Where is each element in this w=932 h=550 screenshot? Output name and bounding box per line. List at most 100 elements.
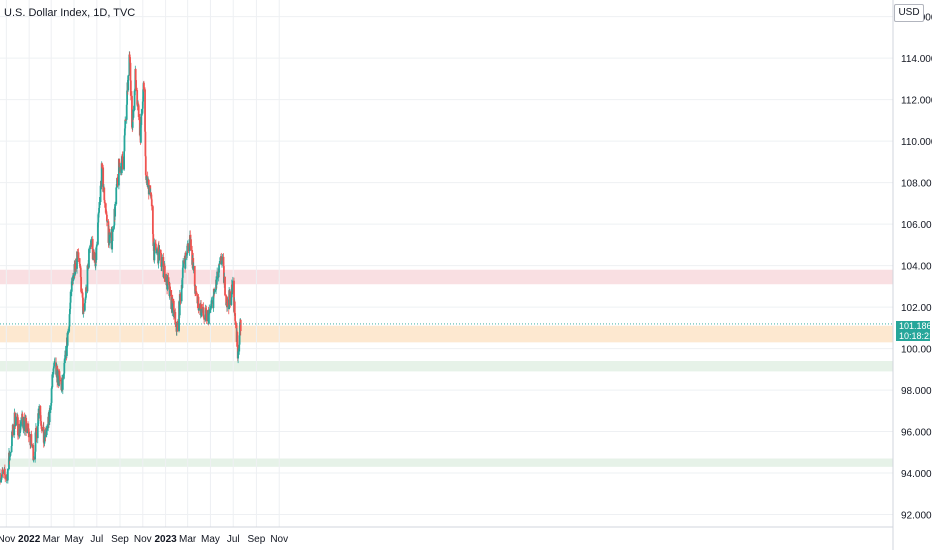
x-tick-label: 2023: [154, 534, 177, 545]
candle-body: [32, 445, 35, 461]
candle-body: [99, 185, 102, 203]
candle-body: [61, 378, 64, 390]
candle-body: [93, 251, 96, 259]
candle-body: [218, 264, 221, 266]
candle-body: [192, 265, 195, 269]
candle-body: [213, 291, 216, 293]
candle-body: [98, 202, 101, 208]
candle-body: [140, 124, 142, 143]
y-tick-label: 94.000: [901, 469, 932, 480]
candle-body: [190, 239, 192, 251]
candle-body: [88, 249, 90, 268]
candle-body: [17, 435, 20, 437]
candle-body: [159, 249, 162, 254]
candle-body: [34, 432, 37, 452]
candle-body: [234, 313, 237, 321]
candle-body: [233, 280, 235, 312]
candle-body: [234, 320, 237, 325]
candle-body: [137, 105, 140, 117]
candle-body: [174, 312, 177, 324]
last-price-badge: 101.186 10:18:21: [896, 321, 932, 341]
candle-body: [12, 424, 14, 436]
candle-body: [171, 298, 174, 313]
candle-body: [182, 260, 185, 268]
candle-body: [103, 187, 106, 201]
candle-body: [127, 75, 130, 91]
x-tick-label: Mar: [43, 534, 61, 545]
candle-body: [13, 425, 16, 436]
chart-title: U.S. Dollar Index, 1D, TVC: [4, 7, 136, 19]
candle-body: [97, 222, 99, 245]
candle-body: [22, 416, 25, 429]
candle-body: [153, 242, 156, 261]
candle-body: [106, 214, 108, 222]
x-tick-label: Nov: [270, 534, 288, 545]
candle-body: [59, 379, 62, 381]
candle-body: [186, 245, 189, 255]
candle-body: [77, 252, 80, 259]
sr-zone-0: [0, 269, 893, 285]
candle-body: [218, 264, 220, 273]
candle-body: [150, 199, 153, 207]
candle-body: [161, 257, 164, 263]
candle-body: [136, 90, 139, 105]
candle-body: [168, 286, 171, 296]
candle-body: [231, 280, 234, 293]
candle-body: [43, 432, 46, 444]
candle-body: [86, 265, 89, 292]
candle-body: [131, 95, 133, 128]
candle-body: [200, 309, 203, 317]
sr-zone-2: [0, 361, 893, 372]
candle-body: [171, 298, 174, 301]
candle-body: [128, 54, 131, 76]
candle-body: [69, 291, 72, 303]
candle-body: [152, 234, 155, 246]
candle-body: [172, 300, 175, 318]
candle-body: [0, 474, 3, 478]
candle-body: [116, 180, 119, 186]
candle-body: [163, 265, 166, 282]
candle-body: [145, 176, 148, 180]
candle-body: [179, 296, 182, 302]
candle-body: [17, 417, 19, 436]
candle-body: [50, 388, 53, 403]
candle-body: [9, 452, 12, 456]
candle-body: [134, 69, 137, 81]
candle-body: [34, 451, 37, 460]
candle-body: [115, 187, 118, 205]
candle-body: [83, 303, 86, 311]
candle-body: [140, 113, 143, 125]
candle-body: [233, 301, 236, 314]
candle-body: [194, 285, 197, 292]
candle-body: [144, 89, 146, 132]
candle-body: [177, 321, 179, 332]
candle-body: [129, 57, 131, 63]
candle-body: [133, 90, 136, 111]
currency-button[interactable]: USD: [894, 4, 924, 22]
candle-body: [27, 428, 30, 438]
candle-body: [25, 417, 28, 432]
x-tick-label: Sep: [111, 534, 129, 545]
candle-body: [124, 119, 127, 129]
y-tick-label: 108.000: [901, 179, 932, 190]
candle-body: [144, 131, 147, 157]
candle-body: [181, 277, 184, 288]
y-tick-label: 102.000: [901, 303, 932, 314]
candle-body: [63, 362, 66, 374]
x-tick-label: Jul: [90, 534, 103, 545]
candle-body: [216, 271, 219, 280]
y-tick-label: 100.000: [901, 345, 932, 356]
candle-body: [69, 302, 72, 309]
countdown-timer: 10:18:21: [899, 331, 932, 341]
candle-body: [212, 295, 215, 309]
candle-body: [184, 252, 187, 256]
candle-body: [72, 274, 75, 281]
y-tick-label: 92.000: [901, 511, 932, 522]
sr-zone-1: [0, 325, 893, 343]
candle-body: [128, 54, 131, 58]
candle-body: [38, 406, 41, 413]
candle-body: [143, 82, 145, 90]
candle-body: [142, 89, 145, 102]
